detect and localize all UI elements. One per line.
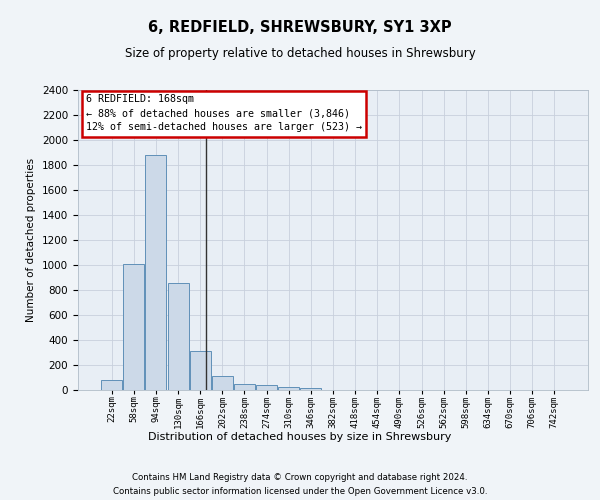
Text: Contains public sector information licensed under the Open Government Licence v3: Contains public sector information licen… — [113, 488, 487, 496]
Text: Distribution of detached houses by size in Shrewsbury: Distribution of detached houses by size … — [148, 432, 452, 442]
Bar — [212, 376, 233, 390]
Bar — [124, 264, 145, 390]
Text: 6, REDFIELD, SHREWSBURY, SY1 3XP: 6, REDFIELD, SHREWSBURY, SY1 3XP — [148, 20, 452, 35]
Bar — [301, 388, 322, 390]
Bar — [167, 282, 188, 390]
Text: Size of property relative to detached houses in Shrewsbury: Size of property relative to detached ho… — [125, 48, 475, 60]
Bar — [234, 384, 255, 390]
Text: 6 REDFIELD: 168sqm
← 88% of detached houses are smaller (3,846)
12% of semi-deta: 6 REDFIELD: 168sqm ← 88% of detached hou… — [86, 94, 362, 132]
Bar — [101, 380, 122, 390]
Bar — [278, 387, 299, 390]
Bar — [190, 351, 211, 390]
Bar — [145, 155, 166, 390]
Text: Contains HM Land Registry data © Crown copyright and database right 2024.: Contains HM Land Registry data © Crown c… — [132, 472, 468, 482]
Bar — [256, 385, 277, 390]
Y-axis label: Number of detached properties: Number of detached properties — [26, 158, 37, 322]
